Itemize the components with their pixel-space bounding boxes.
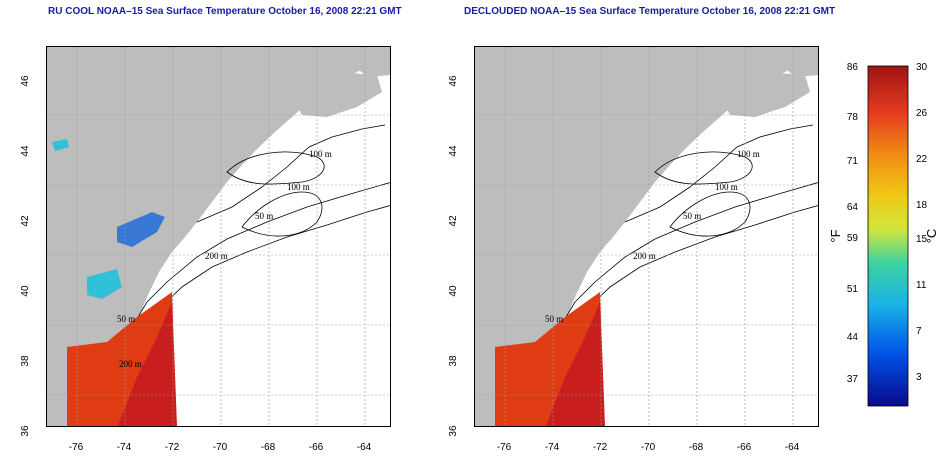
contour-line: [226, 151, 325, 185]
contour-line: [669, 191, 751, 237]
x-tick-label: -64: [785, 442, 800, 453]
contour-line: [241, 191, 323, 237]
contour-label: 200 m: [633, 251, 656, 261]
y-tick-label: 44: [20, 145, 31, 157]
colorbar-c-label: 30: [916, 62, 928, 73]
contour-label: 50 m: [117, 314, 135, 324]
x-tick-label: -76: [69, 442, 84, 453]
peninsula: [347, 55, 390, 77]
y-tick-label: 42: [20, 215, 31, 227]
right-sst-map: 100 m 100 m 50 m 200 m 50 m: [474, 46, 819, 427]
y-tick-label: 46: [20, 75, 31, 87]
colorbar-f-label: 78: [847, 112, 859, 123]
y-tick-label: 46: [448, 75, 459, 87]
x-tick-label: -72: [593, 442, 608, 453]
x-tick-label: -64: [357, 442, 372, 453]
celsius-labels: 30 26 22 18 15 11 7 3: [916, 62, 928, 383]
colorbar-f-label: 64: [847, 202, 859, 213]
colorbar-gradient: [867, 65, 909, 407]
y-tick-label: 36: [448, 425, 459, 437]
left-y-axis: 36 38 40 42 44 46: [20, 75, 31, 437]
contour-label: 100 m: [309, 149, 332, 159]
contour-label: 200 m: [119, 359, 142, 369]
y-tick-label: 38: [448, 355, 459, 367]
y-tick-label: 38: [20, 355, 31, 367]
y-tick-label: 40: [20, 285, 31, 297]
x-tick-label: -76: [497, 442, 512, 453]
colorbar-f-label: 44: [847, 332, 859, 343]
fahrenheit-labels: 86 78 71 64 59 51 44 37: [847, 62, 859, 385]
contour-label: 50 m: [545, 314, 563, 324]
contour-label: 200 m: [205, 251, 228, 261]
x-tick-label: -70: [641, 442, 656, 453]
x-tick-label: -74: [117, 442, 132, 453]
contour-label: 50 m: [255, 211, 273, 221]
colorbar-f-label: 86: [847, 62, 859, 73]
sst-cool-patch: [117, 212, 165, 247]
colorbar-c-label: 18: [916, 200, 928, 211]
colorbar-c-label: 22: [916, 154, 928, 165]
right-map-canvas: 100 m 100 m 50 m 200 m 50 m: [475, 47, 818, 426]
peninsula: [287, 72, 382, 117]
colorbar-c-label: 15: [916, 234, 928, 245]
colorbar: 86 78 71 64 59 51 44 37 30 26 22 18 15 1…: [828, 62, 939, 407]
sst-cool-patch: [52, 139, 69, 151]
left-sst-map: 100 m 100 m 50 m 200 m 50 m 200 m: [46, 46, 391, 427]
y-tick-label: 44: [448, 145, 459, 157]
grid-lines: [475, 47, 818, 426]
x-tick-label: -72: [165, 442, 180, 453]
contour-label: 100 m: [287, 182, 310, 192]
contour-line: [654, 151, 753, 185]
y-tick-label: 36: [20, 425, 31, 437]
peninsula: [715, 72, 810, 117]
peninsula: [775, 55, 818, 77]
colorbar-f-label: 59: [847, 233, 859, 244]
x-tick-label: -74: [545, 442, 560, 453]
left-map-canvas: 100 m 100 m 50 m 200 m 50 m 200 m: [47, 47, 390, 426]
colorbar-f-label: 71: [847, 156, 859, 167]
contour-line: [196, 124, 386, 223]
right-axes: 36 38 40 42 44 46 -76 -74 -72 -70 -68 -6…: [448, 75, 800, 453]
fahrenheit-unit: °F: [828, 229, 843, 242]
colorbar-c-label: 26: [916, 108, 928, 119]
right-x-axis: -76 -74 -72 -70 -68 -66 -64: [497, 442, 800, 453]
left-map-title: RU COOL NOAA–15 Sea Surface Temperature …: [48, 6, 402, 17]
colorbar-f-label: 51: [847, 284, 859, 295]
y-tick-label: 42: [448, 215, 459, 227]
contour-label: 100 m: [715, 182, 738, 192]
contour-line: [624, 124, 814, 223]
y-tick-label: 40: [448, 285, 459, 297]
x-tick-label: -66: [737, 442, 752, 453]
contour-label: 100 m: [737, 149, 760, 159]
sst-cool-patch: [87, 269, 122, 299]
left-axes: 36 38 40 42 44 46 -76 -74 -72 -70 -68 -6…: [20, 75, 372, 453]
right-map-title: DECLOUDED NOAA–15 Sea Surface Temperatur…: [464, 6, 836, 17]
right-y-axis: 36 38 40 42 44 46: [448, 75, 459, 437]
contour-label: 50 m: [683, 211, 701, 221]
x-tick-label: -68: [689, 442, 704, 453]
colorbar-f-label: 37: [847, 374, 859, 385]
colorbar-c-label: 3: [916, 372, 922, 383]
left-x-axis: -76 -74 -72 -70 -68 -66 -64: [69, 442, 372, 453]
grid-lines: [47, 47, 390, 426]
x-tick-label: -68: [261, 442, 276, 453]
x-tick-label: -70: [213, 442, 228, 453]
celsius-unit: °C: [924, 229, 939, 244]
colorbar-c-label: 7: [916, 326, 922, 337]
colorbar-c-label: 11: [916, 280, 927, 291]
x-tick-label: -66: [309, 442, 324, 453]
